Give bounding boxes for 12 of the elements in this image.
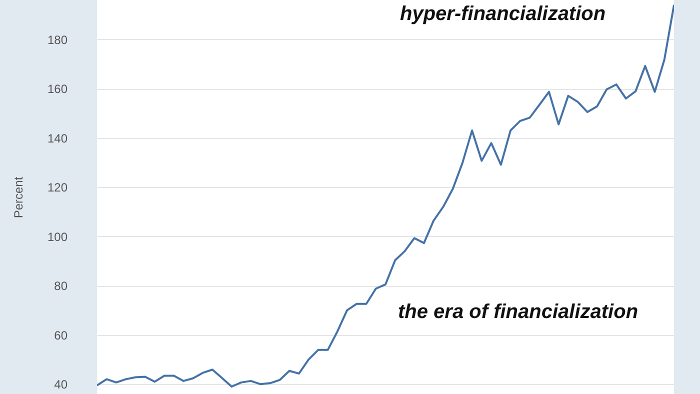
y-tick-label: 180 <box>47 32 68 47</box>
y-tick-label: 120 <box>47 180 68 195</box>
y-tick-label: 100 <box>47 230 68 244</box>
line-series <box>97 4 674 388</box>
y-tick-label: 40 <box>54 378 68 392</box>
annotation: hyper-financialization <box>400 2 606 26</box>
y-tick-label: 140 <box>47 131 68 146</box>
y-axis-title: Percent <box>11 176 26 218</box>
annotation: the era of financialization <box>398 300 638 324</box>
y-tick-label: 160 <box>47 82 68 96</box>
y-tick-label: 60 <box>54 328 68 342</box>
y-tick-label: 80 <box>54 279 68 294</box>
